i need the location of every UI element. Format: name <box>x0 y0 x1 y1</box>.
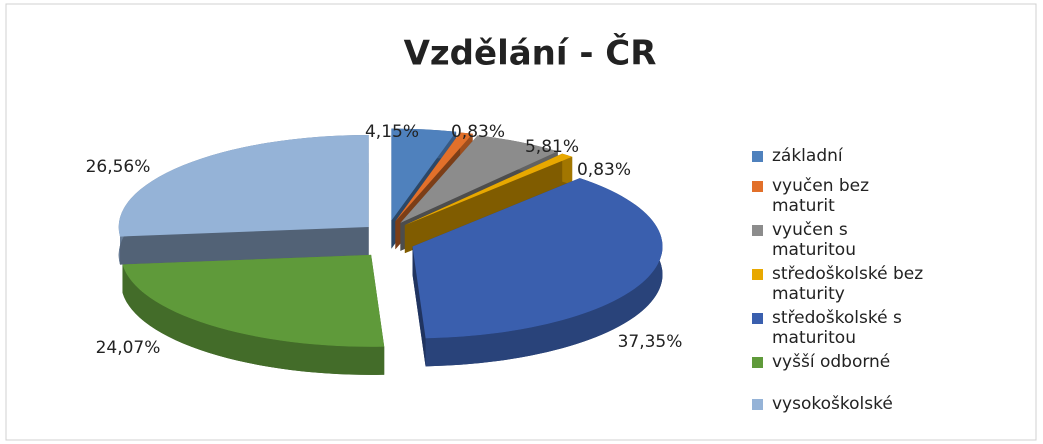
legend-swatch <box>752 225 763 236</box>
pie-slice <box>412 178 663 339</box>
slice <box>122 254 385 375</box>
legend-label: vyučen s maturitou <box>772 220 856 260</box>
slice <box>118 134 369 265</box>
pie-slice <box>400 135 558 223</box>
legend-item: středoškolské s maturitou <box>752 308 962 348</box>
legend-label: vysokoškolské <box>772 394 893 414</box>
slice-side <box>425 178 663 367</box>
pie-slice <box>395 132 473 222</box>
chart-title: Vzdělání - ČR <box>404 33 657 74</box>
pie-slice <box>391 128 457 221</box>
slice-wall <box>412 246 426 367</box>
slice <box>412 178 663 367</box>
legend-item: vyučen s maturitou <box>752 220 922 260</box>
pie-slice <box>122 254 385 347</box>
data-label: 26,56% <box>86 157 151 177</box>
slice-wall <box>404 156 573 254</box>
slice-side <box>562 153 573 185</box>
data-label: 5,81% <box>525 137 579 157</box>
legend-item: základní <box>752 146 922 166</box>
legend-swatch <box>752 151 763 162</box>
slice-wall <box>120 226 369 265</box>
legend-item: vysokoškolské <box>752 394 922 414</box>
legend-swatch <box>752 357 763 368</box>
legend-label: středoškolské bez maturity <box>772 264 924 304</box>
legend-item: středoškolské bez maturity <box>752 264 962 304</box>
pie-slice <box>118 134 369 237</box>
legend-label: základní <box>772 146 843 166</box>
legend-swatch <box>752 269 763 280</box>
data-label: 24,07% <box>96 338 161 358</box>
legend-item: vyučen bez maturit <box>752 176 922 216</box>
data-label: 0,83% <box>577 160 631 180</box>
slice-side <box>122 264 385 375</box>
data-label: 37,35% <box>618 332 683 352</box>
legend-swatch <box>752 181 763 192</box>
data-label: 0,83% <box>451 122 505 142</box>
legend-label: středoškolské s maturitou <box>772 308 902 348</box>
legend-label: vyšší odborné <box>772 352 891 372</box>
legend-swatch <box>752 399 763 410</box>
pie-slice <box>404 153 573 226</box>
data-label: 4,15% <box>365 122 419 142</box>
legend-item: vyšší odborné <box>752 352 922 372</box>
legend-swatch <box>752 313 763 324</box>
legend-label: vyučen bez maturit <box>772 176 870 216</box>
